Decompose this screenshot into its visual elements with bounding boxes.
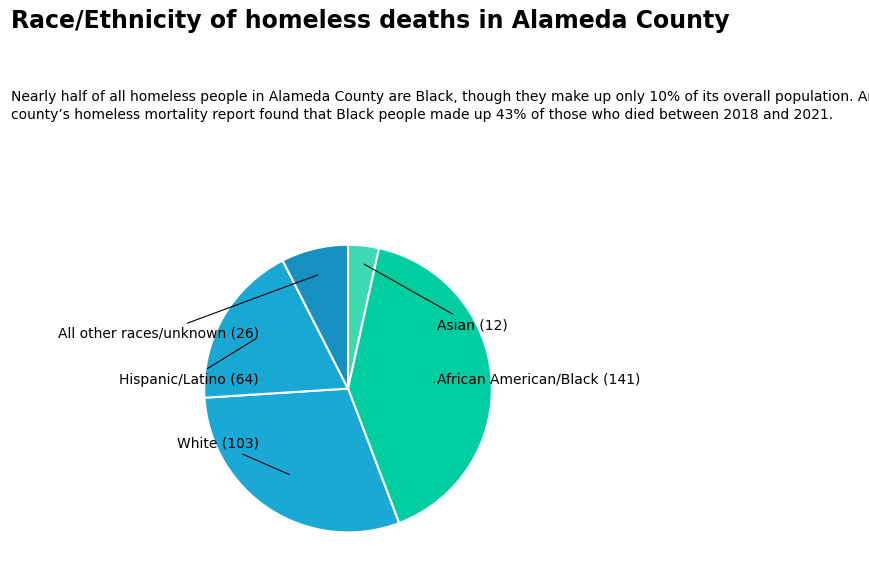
Text: Nearly half of all homeless people in Alameda County are Black, though they make: Nearly half of all homeless people in Al…	[11, 90, 869, 122]
Text: All other races/unknown (26): All other races/unknown (26)	[57, 275, 317, 341]
Wedge shape	[348, 245, 379, 389]
Text: Race/Ethnicity of homeless deaths in Alameda County: Race/Ethnicity of homeless deaths in Ala…	[11, 9, 729, 32]
Wedge shape	[348, 248, 491, 523]
Text: Asian (12): Asian (12)	[364, 264, 507, 332]
Wedge shape	[282, 245, 348, 389]
Wedge shape	[204, 260, 348, 398]
Text: White (103): White (103)	[176, 436, 289, 474]
Text: Hispanic/Latino (64): Hispanic/Latino (64)	[119, 339, 258, 387]
Text: African American/Black (141): African American/Black (141)	[434, 373, 640, 387]
Wedge shape	[204, 389, 399, 532]
